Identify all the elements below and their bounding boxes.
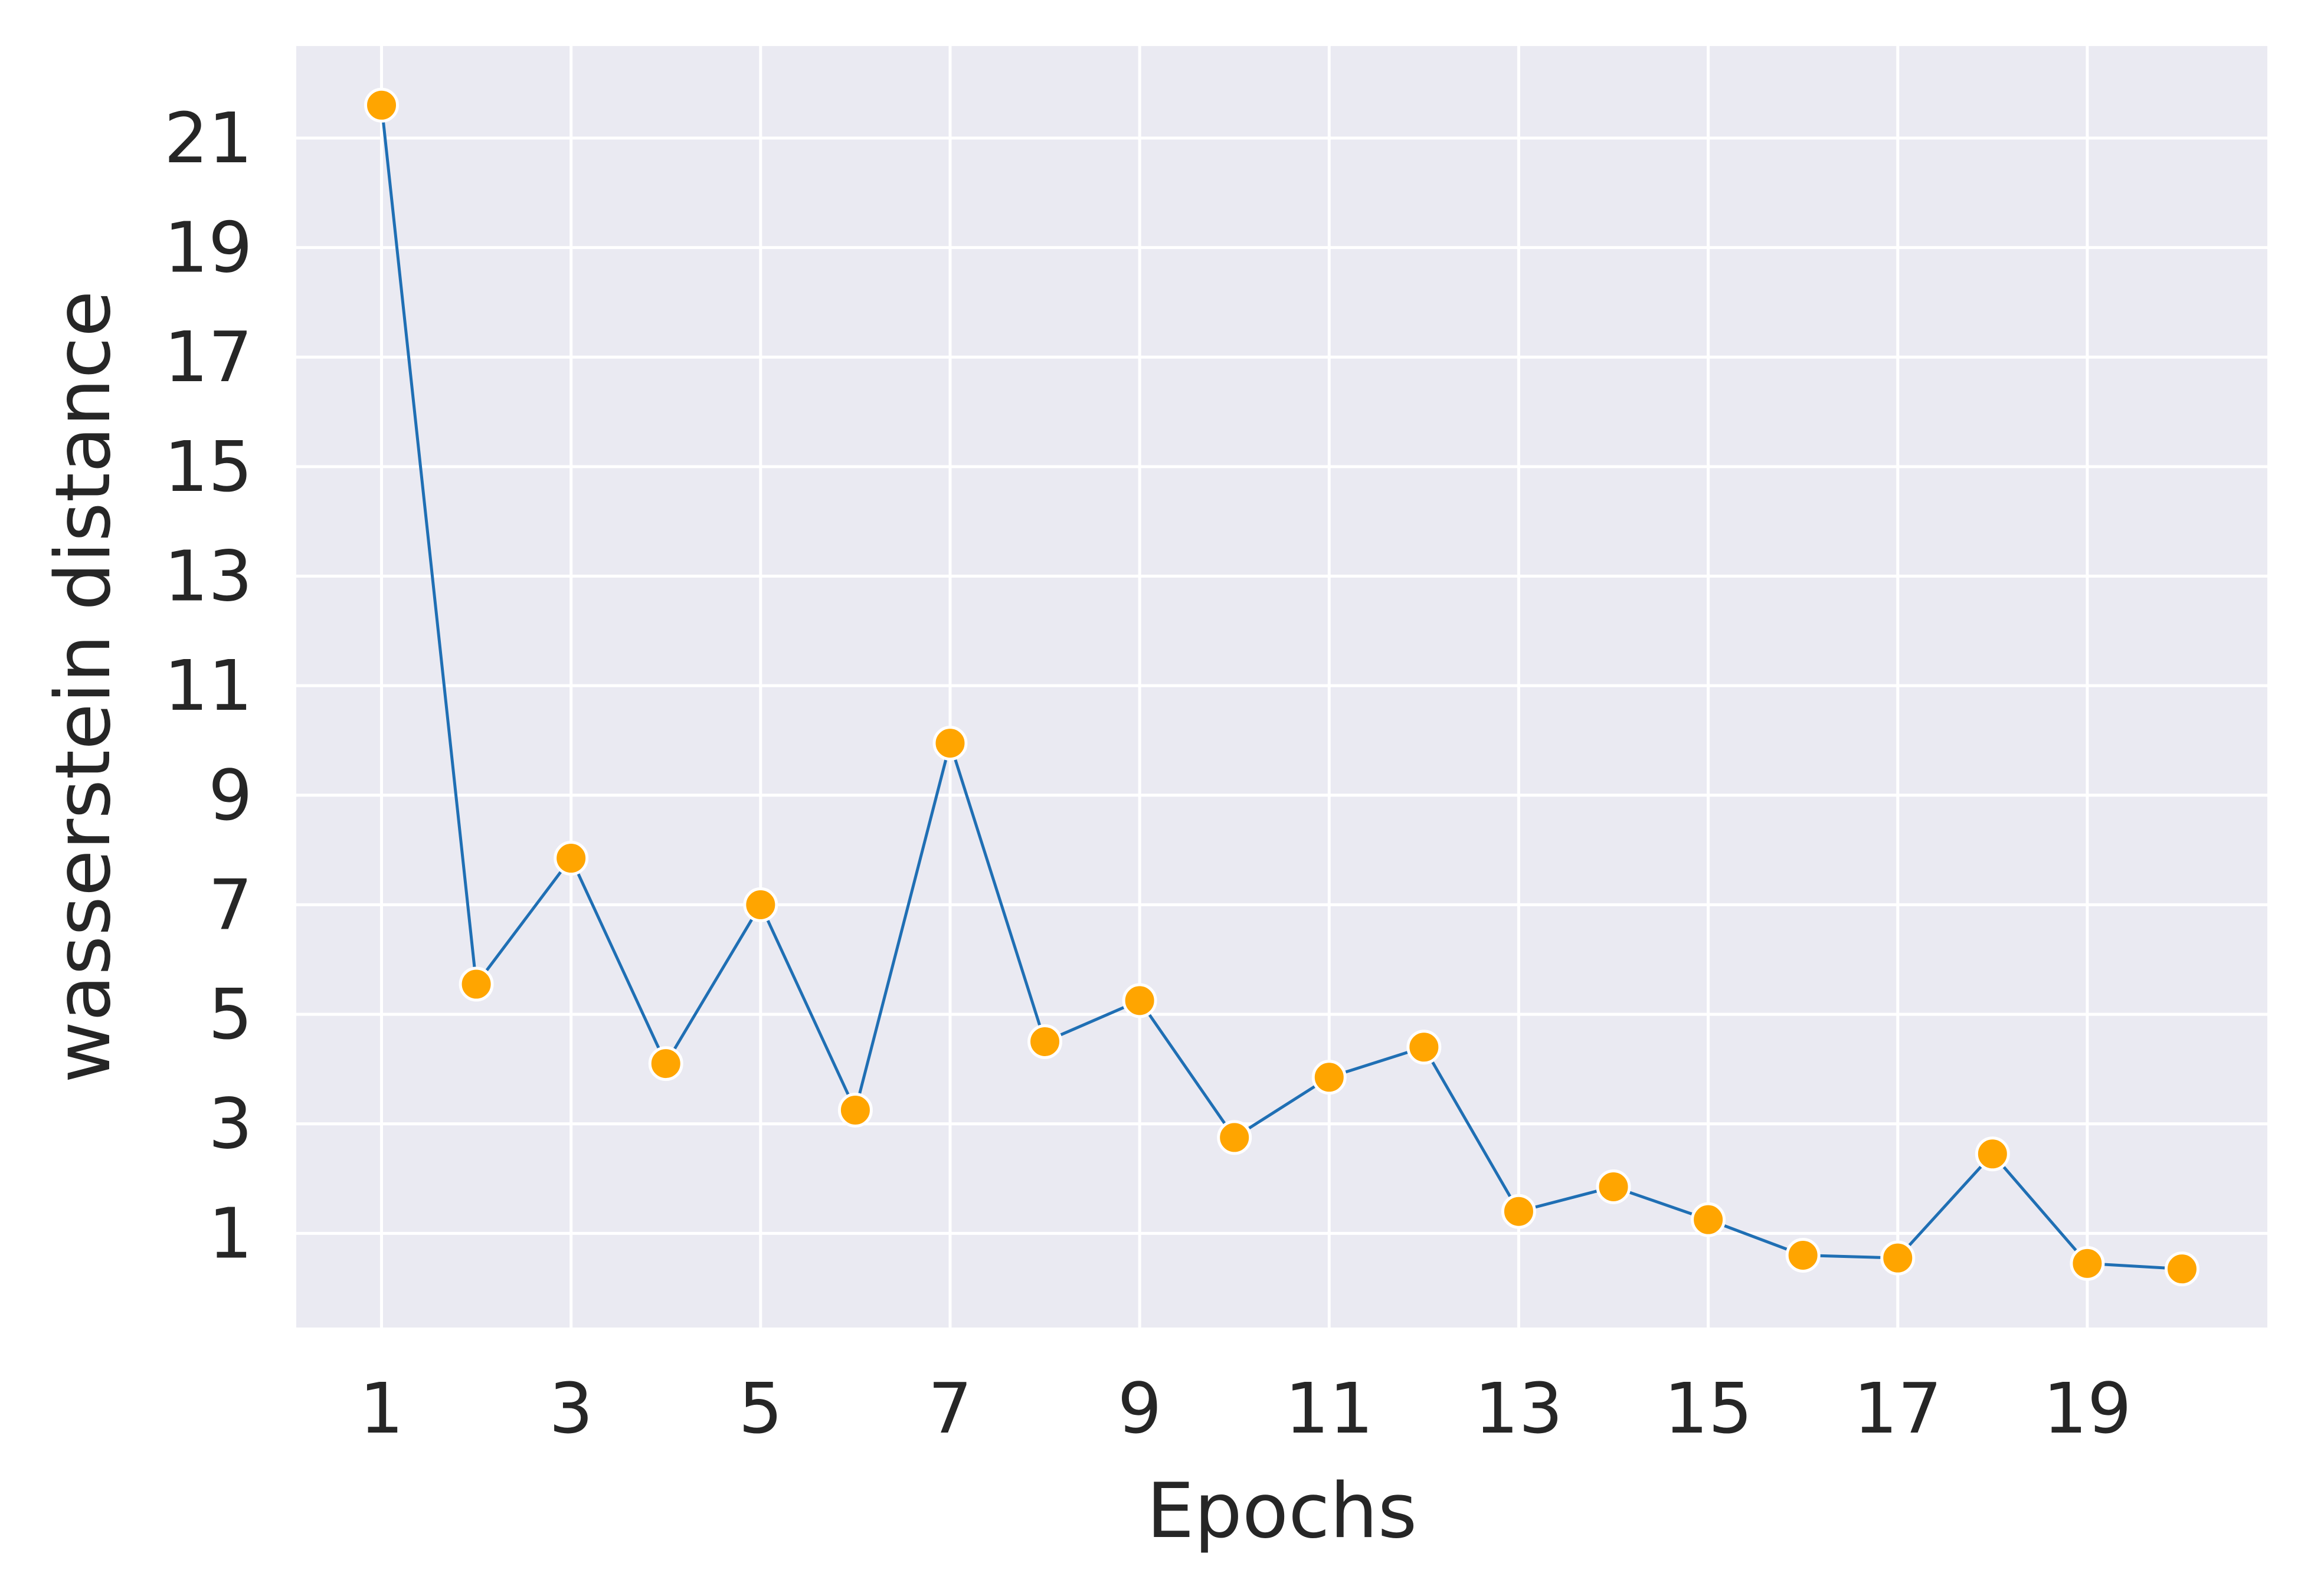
data-point <box>1785 1237 1821 1273</box>
y-tick-label: 21 <box>164 97 253 179</box>
data-point <box>1975 1136 2010 1172</box>
data-point <box>932 726 968 761</box>
x-axis-ticks: 1 3 5 7 9 11 13 15 17 19 <box>359 1368 2132 1449</box>
x-tick-label: 11 <box>1285 1368 1373 1449</box>
y-tick-label: 3 <box>208 1083 253 1165</box>
data-point <box>1596 1169 1631 1204</box>
x-tick-label: 3 <box>549 1368 593 1449</box>
y-tick-label: 17 <box>164 316 253 398</box>
y-tick-label: 19 <box>164 207 253 289</box>
data-point <box>2070 1246 2105 1281</box>
data-point <box>1691 1202 1726 1237</box>
grid-lines <box>296 46 2267 1328</box>
x-tick-label: 19 <box>2043 1368 2132 1449</box>
data-point <box>1122 983 1157 1018</box>
x-tick-label: 5 <box>738 1368 783 1449</box>
y-tick-label: 15 <box>164 426 253 507</box>
x-axis-label: Epochs <box>1147 1467 1418 1555</box>
data-point <box>364 87 400 123</box>
x-tick-label: 17 <box>1854 1368 1942 1449</box>
data-point <box>1311 1060 1347 1095</box>
data-point <box>743 887 778 922</box>
y-tick-label: 5 <box>208 974 253 1055</box>
y-tick-label: 9 <box>208 755 253 836</box>
x-tick-label: 9 <box>1118 1368 1162 1449</box>
x-tick-label: 15 <box>1664 1368 1753 1449</box>
data-point <box>554 841 589 876</box>
y-tick-label: 1 <box>208 1192 253 1274</box>
x-tick-label: 13 <box>1474 1368 1563 1449</box>
marker-layer <box>364 87 2199 1287</box>
x-tick-label: 1 <box>359 1368 404 1449</box>
data-point <box>1027 1024 1063 1059</box>
data-point <box>1217 1120 1252 1155</box>
y-tick-label: 11 <box>164 645 253 726</box>
data-point <box>648 1046 683 1082</box>
data-point <box>2164 1251 2199 1287</box>
data-point <box>1406 1030 1442 1065</box>
y-tick-label: 7 <box>208 864 253 945</box>
x-tick-label: 7 <box>928 1368 972 1449</box>
data-point <box>1501 1194 1536 1229</box>
data-point <box>1880 1240 1916 1276</box>
y-tick-label: 13 <box>164 536 253 617</box>
data-point <box>837 1093 873 1128</box>
y-axis-label: wasserstein distance <box>40 290 127 1083</box>
data-point <box>459 966 494 1002</box>
